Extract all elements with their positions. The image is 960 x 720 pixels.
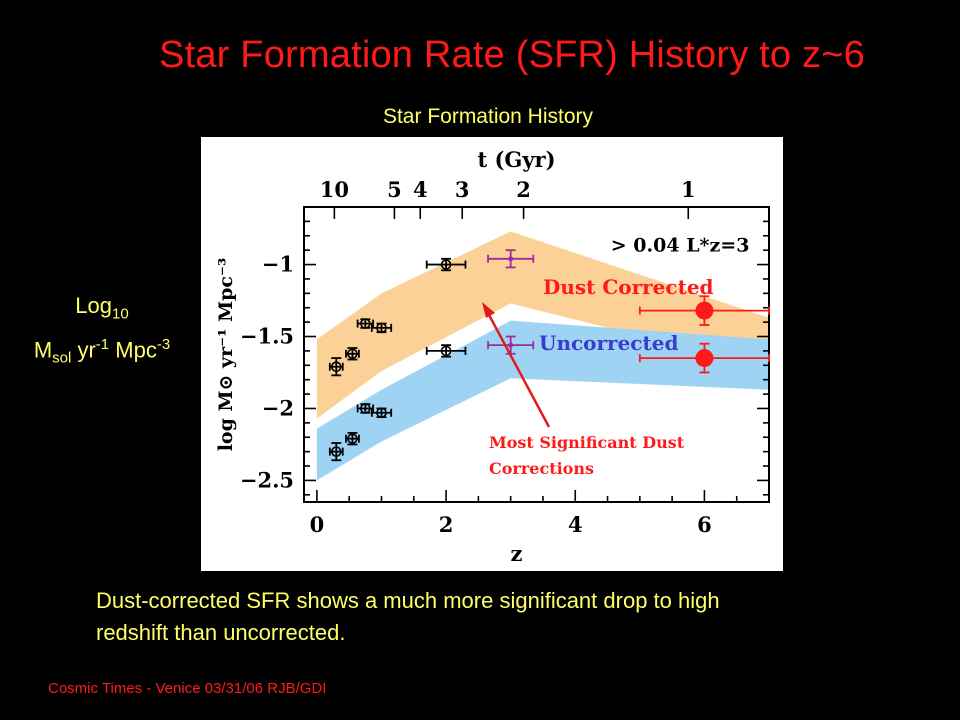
- data-point: [345, 347, 360, 361]
- slide-title: Star Formation Rate (SFR) History to z~6: [159, 34, 865, 76]
- top-tick-label: 5: [387, 177, 402, 202]
- y-tick-label: −1: [262, 252, 294, 277]
- marker-large: [695, 349, 714, 368]
- data-point: [638, 295, 770, 326]
- ylabel-mpc: Mpc: [109, 337, 157, 363]
- arrow-line: [486, 312, 551, 428]
- plot-frame: 0 2 4 6 z −1 −1.5 −2 −2.5 log M⊙ yr⁻¹ Mpc⁻³ 10 5 4 3 2…: [201, 137, 783, 571]
- ylabel-m-sub: sol: [52, 350, 72, 368]
- top-tick-label: 1: [681, 177, 696, 202]
- marker-small: [508, 256, 514, 262]
- marker-open: [360, 318, 371, 329]
- marker-open: [360, 403, 371, 414]
- data-point: [370, 322, 393, 334]
- ylabel-log-sub: 10: [112, 305, 129, 323]
- data-point: [425, 257, 467, 272]
- data-point: [328, 442, 344, 462]
- y-tick-label: −2.5: [240, 467, 294, 492]
- uncorrected-label: Uncorrected: [539, 331, 678, 355]
- x-tick-label: 6: [697, 512, 712, 537]
- chart-title: Star Formation History: [382, 105, 594, 128]
- marker-open: [376, 322, 387, 334]
- slide-y-axis-label: Log10 Msol yr-1 Mpc-3: [12, 290, 192, 374]
- marker-open: [440, 345, 452, 357]
- x-tick-label: 0: [310, 512, 325, 537]
- top-tick-label: 2: [516, 177, 531, 202]
- data-point: [487, 335, 535, 355]
- ylabel-mpc-sup: -3: [156, 336, 171, 354]
- top-tick-label: 4: [413, 177, 428, 202]
- ylabel-log: Log: [75, 293, 113, 318]
- arrow-text-line2: Corrections: [489, 459, 594, 478]
- top-axis-label: t (Gyr): [477, 147, 555, 172]
- data-point: [345, 432, 360, 446]
- marker-open: [347, 433, 358, 444]
- luminosity-label: > 0.04 L*z=3: [611, 235, 750, 257]
- data-point: [356, 403, 375, 414]
- band-dust-corrected: [316, 231, 769, 419]
- slide-caption: Dust-corrected SFR shows a much more sig…: [96, 588, 720, 645]
- marker-open: [347, 348, 358, 360]
- marker-large: [695, 301, 714, 320]
- x-tick-label: 2: [439, 512, 454, 537]
- dust-corrected-label: Dust Corrected: [543, 275, 714, 299]
- x-tick-label: 4: [568, 512, 583, 537]
- y-tick-label: −1.5: [240, 324, 294, 349]
- slide-footer: Cosmic Times - Venice 03/31/06 RJB/GDI: [48, 680, 327, 697]
- marker-open: [376, 407, 387, 419]
- band-uncorrected: [316, 320, 769, 481]
- x-axis-label: z: [511, 541, 523, 566]
- marker-open: [330, 361, 342, 373]
- top-tick-label: 3: [455, 177, 470, 202]
- data-point: [487, 249, 535, 269]
- marker-open: [330, 446, 342, 457]
- ylabel-m: M: [33, 337, 53, 363]
- data-point: [356, 318, 375, 329]
- marker-open: [440, 259, 452, 270]
- top-tick-label: 10: [320, 177, 349, 202]
- data-point: [370, 407, 393, 419]
- y-axis-label: log M⊙ yr⁻¹ Mpc⁻³: [215, 258, 237, 452]
- ylabel-yr: yr: [71, 337, 96, 363]
- ylabel-yr-sup: -1: [95, 336, 110, 354]
- marker-small: [508, 342, 514, 348]
- data-point: [638, 342, 770, 374]
- arrow-text-line1: Most Significant Dust: [489, 433, 685, 452]
- data-point: [425, 344, 467, 358]
- arrow-head: [482, 302, 495, 318]
- y-tick-label: −2: [262, 395, 294, 420]
- data-point: [328, 357, 344, 377]
